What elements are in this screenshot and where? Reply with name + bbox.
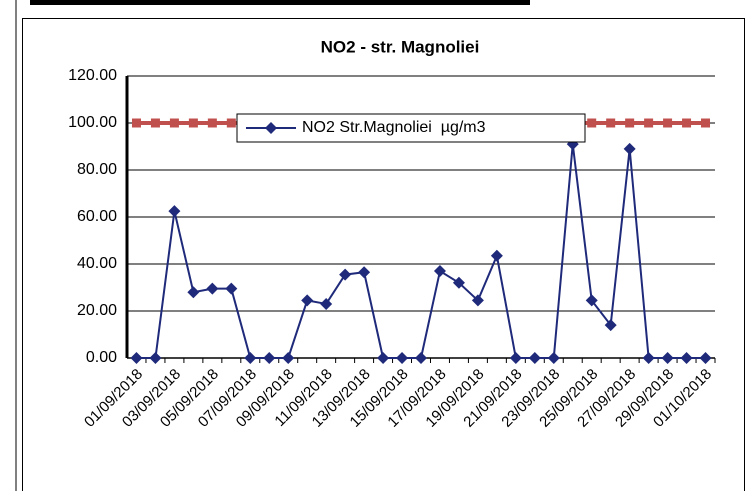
- limit-point: [131, 118, 141, 128]
- y-tick-label: 120.00: [68, 67, 117, 84]
- data-point: [396, 352, 409, 364]
- data-point: [263, 352, 276, 364]
- y-tick-label: 80.00: [77, 161, 117, 178]
- limit-point: [606, 118, 616, 128]
- data-point: [680, 352, 693, 364]
- data-point: [206, 282, 219, 295]
- data-point: [320, 297, 333, 310]
- data-point: [490, 249, 503, 262]
- data-point: [358, 266, 371, 279]
- limit-point: [663, 118, 673, 128]
- data-point: [471, 294, 484, 307]
- data-point: [547, 352, 560, 364]
- chart-border: [22, 18, 745, 491]
- data-point: [699, 352, 712, 364]
- data-point: [433, 265, 446, 278]
- limit-point: [150, 118, 160, 128]
- data-point: [168, 205, 181, 218]
- data-point: [377, 352, 390, 364]
- limit-point: [644, 118, 654, 128]
- data-point: [661, 352, 674, 364]
- y-tick-label: 60.00: [77, 208, 117, 225]
- data-point: [225, 282, 238, 295]
- limit-point: [625, 118, 635, 128]
- plot: 0.0020.0040.0060.0080.00100.00120.0001/0…: [68, 67, 716, 431]
- legend: NO2 Str.Magnoliei µg/m3: [236, 113, 586, 143]
- data-point: [415, 352, 427, 364]
- data-point: [452, 276, 465, 289]
- limit-point: [207, 118, 217, 128]
- data-point: [301, 294, 314, 307]
- data-point: [585, 294, 598, 307]
- limit-point: [169, 118, 179, 128]
- data-point: [642, 352, 655, 364]
- data-point: [244, 352, 257, 364]
- data-point: [509, 352, 522, 364]
- limit-point: [226, 118, 236, 128]
- data-point: [339, 268, 352, 281]
- y-tick-label: 40.00: [77, 255, 117, 272]
- data-point: [149, 352, 162, 364]
- limit-point: [188, 118, 198, 128]
- y-tick-label: 0.00: [86, 349, 117, 366]
- limit-point: [682, 118, 692, 128]
- data-point: [187, 286, 200, 299]
- limit-point: [587, 118, 597, 128]
- chart-title: NO2 - str. Magnoliei: [321, 37, 480, 56]
- data-point: [528, 352, 541, 364]
- y-tick-label: 20.00: [77, 302, 117, 319]
- legend-label: NO2 Str.Magnoliei µg/m3: [302, 119, 486, 136]
- data-point: [130, 352, 143, 364]
- limit-point: [701, 118, 711, 128]
- y-tick-label: 100.00: [68, 114, 117, 131]
- data-point: [604, 319, 617, 332]
- legend-marker: [265, 122, 277, 134]
- heading-underline: [30, 0, 530, 5]
- data-line: [136, 144, 706, 359]
- data-point: [623, 142, 636, 155]
- data-point: [282, 352, 295, 364]
